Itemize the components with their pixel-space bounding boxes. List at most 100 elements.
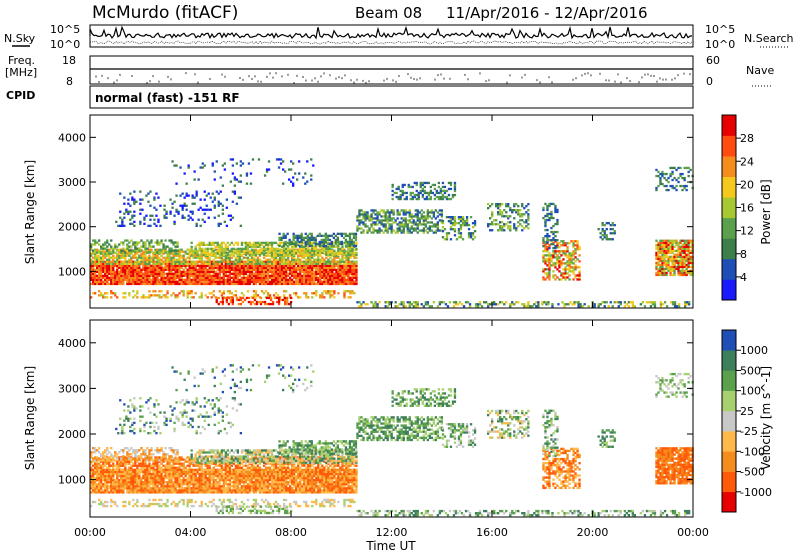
power-cell xyxy=(170,275,172,277)
power-cell xyxy=(397,209,399,211)
power-cell xyxy=(671,270,673,272)
power-cell xyxy=(209,279,211,281)
power-cell xyxy=(156,261,158,263)
power-cell xyxy=(226,299,228,301)
power-cell xyxy=(216,160,218,162)
power-cell xyxy=(259,242,261,244)
power-cell xyxy=(433,211,435,213)
power-cell xyxy=(253,263,255,265)
power-cell xyxy=(214,170,216,172)
power-cell xyxy=(570,258,572,260)
power-cell xyxy=(259,261,261,263)
power-cell xyxy=(273,275,275,277)
power-cell xyxy=(267,277,269,279)
power-cell xyxy=(282,183,284,185)
power-cell xyxy=(281,263,283,265)
power-cell xyxy=(427,221,429,223)
power-cell xyxy=(267,265,269,267)
power-cell xyxy=(237,267,239,269)
power-cell xyxy=(297,296,299,298)
power-cell xyxy=(669,250,671,252)
power-cell xyxy=(203,281,205,283)
power-cell xyxy=(305,271,307,273)
power-cell xyxy=(568,258,570,260)
power-cell xyxy=(128,261,130,263)
power-cell xyxy=(360,219,362,221)
power-cell xyxy=(321,267,323,269)
power-cell xyxy=(677,250,679,252)
power-cell xyxy=(355,237,357,239)
power-cell xyxy=(235,242,237,244)
power-cell xyxy=(293,261,295,263)
power-cell xyxy=(181,279,183,281)
power-cell xyxy=(143,219,145,221)
power-cell xyxy=(263,248,265,250)
power-cell xyxy=(319,275,321,277)
power-cell xyxy=(181,261,183,263)
power-cell xyxy=(677,264,679,266)
power-cell xyxy=(399,213,401,215)
power-cell xyxy=(491,229,493,231)
power-cell xyxy=(417,219,419,221)
power-cell xyxy=(401,231,403,233)
power-cell xyxy=(199,279,201,281)
power-cell xyxy=(129,219,131,221)
power-cell xyxy=(247,244,249,246)
power-cell xyxy=(474,230,476,232)
power-cell xyxy=(154,267,156,269)
power-cell xyxy=(663,185,665,187)
power-cell xyxy=(331,241,333,243)
power-cell xyxy=(552,203,554,205)
power-cell xyxy=(273,267,275,269)
power-cell xyxy=(655,266,657,268)
power-cell xyxy=(679,260,681,262)
power-cell xyxy=(347,265,349,267)
power-cell xyxy=(337,273,339,275)
power-cell xyxy=(269,242,271,244)
power-cell xyxy=(233,252,235,254)
power-cell xyxy=(392,198,394,200)
power-cell xyxy=(168,279,170,281)
power-cell xyxy=(213,290,215,292)
power-cell xyxy=(146,273,148,275)
power-cell xyxy=(309,283,311,285)
power-cell xyxy=(187,283,189,285)
power-cell xyxy=(149,215,151,217)
power-cell xyxy=(295,279,297,281)
power-cell xyxy=(120,271,122,273)
power-cell xyxy=(120,267,122,269)
power-cell xyxy=(466,224,468,226)
power-cell xyxy=(309,254,311,256)
power-cell xyxy=(233,244,235,246)
power-cell xyxy=(203,244,205,246)
power-cell xyxy=(241,254,243,256)
power-cell xyxy=(230,215,232,217)
power-cell xyxy=(160,267,162,269)
power-cell xyxy=(289,261,291,263)
power-cell xyxy=(126,277,128,279)
power-cell xyxy=(123,217,125,219)
power-cell xyxy=(136,241,138,243)
power-cell xyxy=(194,197,196,199)
power-cell xyxy=(174,250,176,252)
power-cell xyxy=(158,271,160,273)
power-cell xyxy=(269,248,271,250)
power-cell xyxy=(291,259,293,261)
power-cell xyxy=(515,209,517,211)
power-cell xyxy=(168,275,170,277)
power-heatmap xyxy=(90,158,694,307)
power-cell xyxy=(250,301,252,303)
power-cell xyxy=(215,283,217,285)
power-cell xyxy=(227,242,229,244)
power-cell xyxy=(231,248,233,250)
power-cell xyxy=(234,178,236,180)
power-cell xyxy=(132,261,134,263)
power-cell xyxy=(277,283,279,285)
power-cell xyxy=(246,172,248,174)
power-cell xyxy=(393,209,395,211)
power-cell xyxy=(279,277,281,279)
power-cell xyxy=(156,279,158,281)
power-cell xyxy=(148,259,150,261)
power-cell xyxy=(544,258,546,260)
power-cell xyxy=(397,211,399,213)
